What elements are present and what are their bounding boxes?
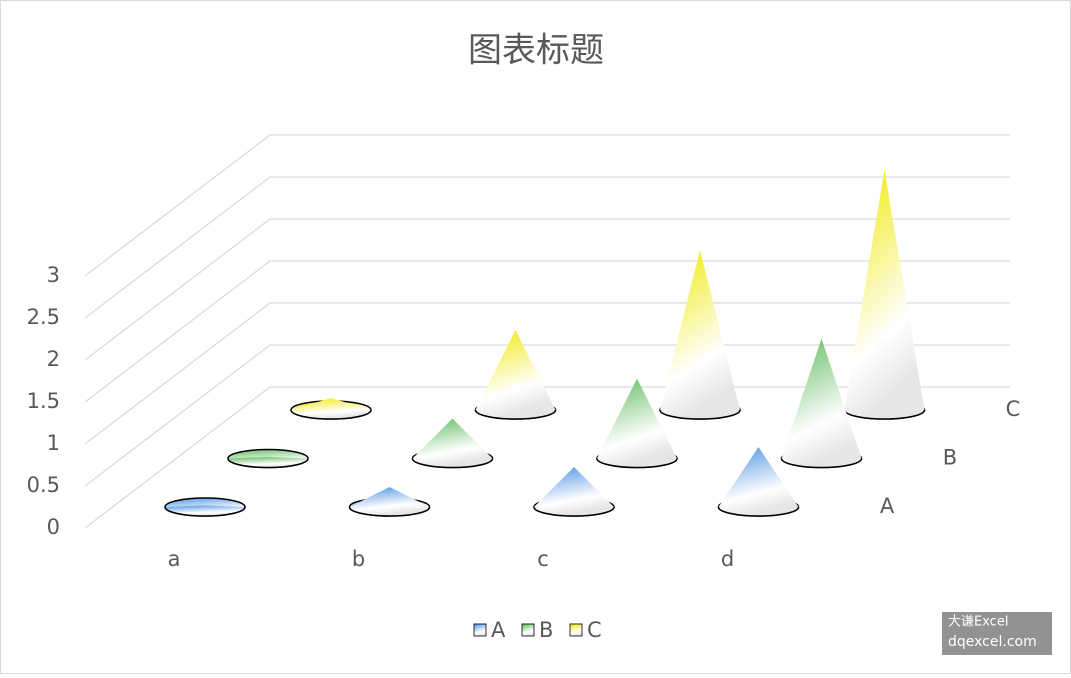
depth-label: C	[1006, 397, 1021, 421]
depth-label: B	[943, 446, 957, 470]
cone	[780, 338, 863, 469]
cone	[533, 467, 615, 517]
cone-rim	[227, 458, 309, 469]
cone	[843, 170, 926, 420]
grid-line	[84, 260, 271, 403]
cone-rim	[843, 409, 926, 420]
cone	[411, 418, 494, 469]
cone	[659, 250, 741, 420]
y-tick-label: 0	[47, 515, 60, 539]
watermark: 大谦Excel dqexcel.com	[942, 612, 1052, 655]
cone-body	[165, 505, 245, 516]
chart-title: 图表标题	[468, 31, 604, 71]
cone-rim	[717, 506, 800, 517]
y-tick-label: 3	[47, 263, 60, 287]
cone	[717, 447, 800, 517]
cone	[164, 497, 246, 517]
y-tick-label: 1	[47, 431, 60, 455]
depth-label: A	[880, 494, 895, 518]
grid-line	[84, 344, 271, 487]
grid-line	[84, 218, 271, 361]
cone	[474, 330, 557, 420]
cone	[290, 398, 372, 420]
cone-body	[475, 330, 556, 419]
watermark-text: 大谦Excel	[948, 615, 1008, 630]
x-tick-label: d	[721, 547, 734, 571]
legend-swatch	[569, 623, 583, 637]
cone-rim	[290, 409, 372, 420]
legend-swatch	[473, 623, 487, 637]
cone-rim	[164, 506, 246, 517]
y-tick-label: 1.5	[27, 389, 60, 413]
watermark-box	[942, 612, 1052, 655]
cone-body	[660, 250, 740, 419]
x-tick-label: b	[352, 547, 365, 571]
cone	[596, 378, 678, 469]
legend-label: C	[587, 618, 602, 642]
y-tick-label: 0.5	[27, 473, 60, 497]
cone-body	[597, 378, 677, 468]
x-tick-label: a	[168, 547, 181, 571]
cone-body	[291, 398, 371, 419]
y-tick-label: 2.5	[27, 305, 60, 329]
legend-item: B	[521, 618, 553, 642]
cone-body	[349, 487, 430, 516]
cone-body	[844, 170, 925, 419]
legend-item: A	[473, 618, 506, 642]
cone-body	[228, 456, 308, 468]
cone-body	[718, 447, 799, 516]
cone-rim	[411, 458, 494, 469]
grid-line	[84, 176, 271, 319]
cone-rim	[780, 458, 863, 469]
grid-line	[84, 302, 271, 445]
cone-rim	[659, 409, 741, 420]
grid-line	[84, 134, 271, 277]
x-tick-label: c	[537, 547, 549, 571]
cone-rim	[596, 458, 678, 469]
grid-line	[84, 386, 271, 529]
y-tick-label: 2	[47, 347, 60, 371]
cone-rim	[474, 409, 557, 420]
legend-item: C	[569, 618, 602, 642]
legend-label: A	[491, 618, 506, 642]
cone-body	[412, 418, 493, 468]
cone-rim	[348, 506, 431, 517]
legend-label: B	[539, 618, 553, 642]
cone	[348, 487, 431, 517]
cone-body	[534, 467, 614, 516]
cone-body	[781, 338, 862, 468]
cone	[227, 448, 309, 469]
legend-swatch	[521, 623, 535, 637]
cone-rim	[533, 506, 615, 517]
watermark-text: dqexcel.com	[948, 634, 1037, 650]
